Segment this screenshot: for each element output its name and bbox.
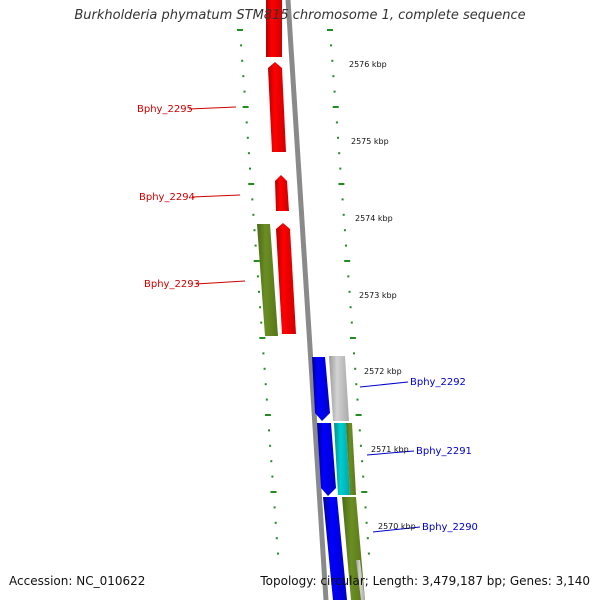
leader-bphy-2295 — [188, 106, 237, 110]
leader-bphy-2290 — [372, 526, 421, 533]
gene-bphy-2290-arrow — [323, 497, 347, 600]
scale-label: 2572 kbp — [364, 367, 402, 376]
scale-label: 2571 kbp — [371, 445, 409, 454]
leader-bphy-2291 — [366, 450, 415, 456]
gene-bphy-2293-track — [257, 224, 278, 336]
map-title: Burkholderia phymatum STM815 chromosome … — [74, 8, 526, 23]
gene-label-bphy-2290[interactable]: Bphy_2290 — [422, 522, 478, 533]
gene-label-bphy-2294[interactable]: Bphy_2294 — [139, 192, 195, 203]
scale-label: 2576 kbp — [349, 60, 387, 69]
gene-bphy-2293-arrow — [276, 223, 296, 334]
gene-label-bphy-2293[interactable]: Bphy_2293 — [144, 279, 200, 290]
leader-bphy-2293 — [195, 280, 246, 285]
scale-label: 2574 kbp — [355, 214, 393, 223]
scale-label: 2573 kbp — [359, 291, 397, 300]
gene-bphy-2292-arrow — [312, 357, 330, 421]
gene-bphy-2295-arrow — [268, 62, 286, 152]
scale-label: 2575 kbp — [351, 137, 389, 146]
scale-label: 2570 kbp — [378, 522, 416, 531]
gene-bphy-2294-arrow — [275, 175, 289, 211]
accession-text: Accession: NC_010622 — [9, 574, 146, 588]
gene-label-bphy-2292[interactable]: Bphy_2292 — [410, 377, 466, 388]
gene-bphy-2291-cyan-track — [334, 423, 350, 495]
leader-bphy-2292 — [359, 381, 409, 388]
gene-bphy-2291-arrow — [317, 423, 336, 496]
adjacent-gray-track — [356, 560, 365, 600]
leader-bphy-2294 — [191, 194, 241, 198]
gene-bphy-2292-track — [329, 356, 349, 421]
gene-bphy-2296-arrow — [266, 0, 282, 57]
backbone-line — [285, 0, 329, 600]
gene-label-bphy-2291[interactable]: Bphy_2291 — [416, 446, 472, 457]
topology-text: Topology: circular; Length: 3,479,187 bp… — [260, 574, 590, 588]
right-tick-marks — [327, 29, 370, 555]
gene-label-bphy-2295[interactable]: Bphy_2295 — [137, 104, 193, 115]
gene-bphy-2291-green-track — [346, 423, 356, 495]
left-tick-marks — [237, 29, 279, 555]
